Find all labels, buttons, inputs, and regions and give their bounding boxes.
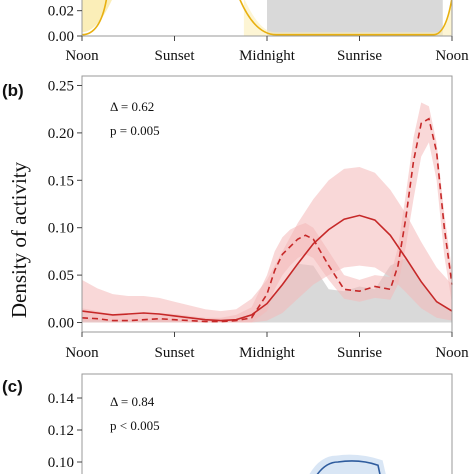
panel-a-y-ticks: 0.00 0.02 [48, 4, 82, 45]
panel-b: (b) Δ = 0.62 p = 0.005 0.000.050.100.150… [2, 75, 469, 361]
panel-a-x-tick-label: Midnight [239, 48, 296, 64]
panel-b-overlap-area [82, 258, 452, 323]
panel-c-y-tick-label: 0.10 [48, 455, 74, 471]
panel-b-ci-band-solid [82, 167, 452, 323]
y-axis-label: Density of activity [7, 161, 31, 318]
panel-c-plot-area [309, 454, 386, 474]
panel-b-x-tick-label: Midnight [239, 345, 296, 361]
panel-c-delta-annotation: Δ = 0.84 [110, 394, 155, 409]
panel-c-series-line [316, 460, 381, 474]
panel-a: 0.00 0.02 Noon Sunset Midnight Sunrise Noon [48, 0, 469, 64]
panel-c: (c) Δ = 0.84 p < 0.005 0.10 0.12 0.14 [2, 373, 453, 474]
panel-b-y-tick-label: 0.00 [48, 316, 74, 332]
panel-b-y-ticks: 0.00 0.05 0.10 0.15 0.20 0.25 [48, 78, 82, 332]
panel-c-frame [81, 373, 453, 474]
panel-a-series-line-left [81, 0, 108, 36]
panel-b-p-value-annotation: p = 0.005 [110, 123, 160, 138]
panel-c-ci-band [309, 454, 386, 474]
panel-a-y-tick-label: 0.02 [48, 4, 74, 20]
panel-a-series-line-right [239, 0, 453, 36]
panel-b-x-tick-label: Sunset [154, 345, 195, 361]
panel-a-ci-band-left [82, 0, 112, 33]
panel-c-p-value-annotation: p < 0.005 [110, 418, 160, 433]
panel-b-y-tick-label: 0.05 [48, 268, 74, 284]
panel-b-y-tick-label: 0.25 [48, 78, 74, 94]
panel-a-x-tick-label: Sunset [154, 48, 195, 64]
panel-b-series-line-solid [81, 214, 453, 322]
panel-b-label: (b) [2, 81, 24, 100]
panel-b-plot-area [81, 102, 453, 323]
panel-a-y-tick-label: 0.00 [48, 29, 74, 45]
panel-b-x-tick-label: Noon [435, 345, 469, 361]
panel-c-y-tick-label: 0.12 [48, 423, 74, 439]
panel-c-y-tick-label: 0.14 [48, 391, 75, 407]
panel-b-y-tick-label: 0.10 [48, 221, 74, 237]
panel-b-ci-band-dashed [82, 102, 452, 323]
panel-b-delta-annotation: Δ = 0.62 [110, 99, 154, 114]
panel-a-x-tick-label: Noon [435, 48, 469, 64]
panel-c-y-ticks: 0.10 0.12 0.14 [48, 391, 82, 471]
panel-a-overlap-area [267, 0, 443, 36]
panel-b-x-tick-label: Noon [65, 345, 99, 361]
panel-c-label: (c) [2, 377, 23, 396]
panel-b-x-tick-label: Sunrise [337, 345, 382, 361]
panel-a-x-ticks: Noon Sunset Midnight Sunrise Noon [65, 36, 469, 64]
panel-a-x-tick-label: Sunrise [337, 48, 382, 64]
panel-a-plot-area [81, 0, 453, 36]
panel-b-x-ticks: Noon Sunset Midnight Sunrise Noon [65, 332, 469, 361]
panel-b-y-tick-label: 0.20 [48, 126, 74, 142]
panel-b-y-tick-label: 0.15 [48, 173, 74, 189]
panel-a-x-tick-label: Noon [65, 48, 99, 64]
